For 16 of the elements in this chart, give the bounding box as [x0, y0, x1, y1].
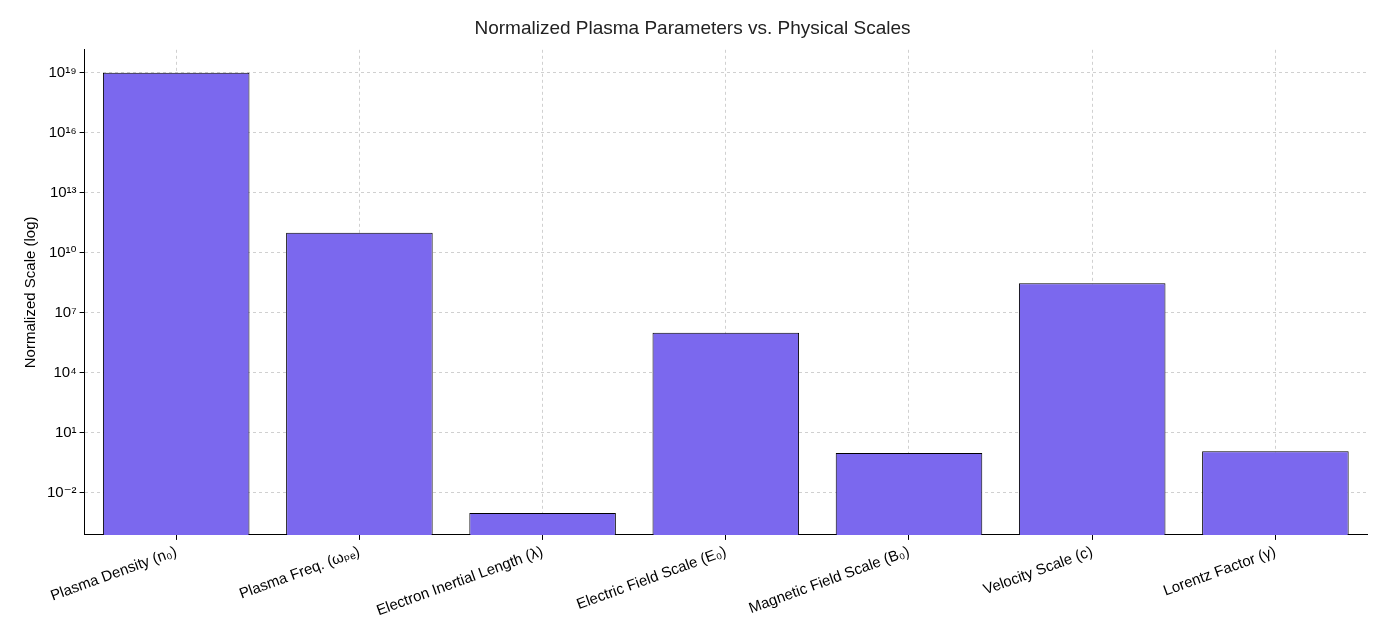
y-tick-label: 10¹⁰	[48, 242, 77, 260]
y-tick-label: 10¹⁹	[48, 62, 77, 80]
x-tick-label: Electric Field Scale (E₀)	[574, 542, 729, 613]
y-axis-title: Normalized Scale (log)	[21, 216, 39, 369]
y-tick-label: 10¹	[54, 423, 77, 441]
y-tick-label: 10¹⁶	[48, 122, 77, 140]
x-tick-label: Plasma Freq. (ωₚₑ)	[236, 542, 362, 602]
x-tick-label: Velocity Scale (c)	[980, 542, 1095, 598]
chart-title: Normalized Plasma Parameters vs. Physical Scales	[474, 16, 911, 38]
y-tick-label: 10¹³	[49, 182, 77, 200]
x-tick-label: Electron Inertial Length (λ)	[373, 542, 546, 619]
y-tick-label: 10⁴	[53, 363, 77, 381]
x-tick-label: Plasma Density (n₀)	[47, 542, 179, 604]
x-tick-label: Lorentz Factor (γ)	[1160, 542, 1278, 599]
y-tick-label: 10⁷	[54, 303, 77, 320]
y-tick-label: 10⁻²	[46, 483, 77, 501]
